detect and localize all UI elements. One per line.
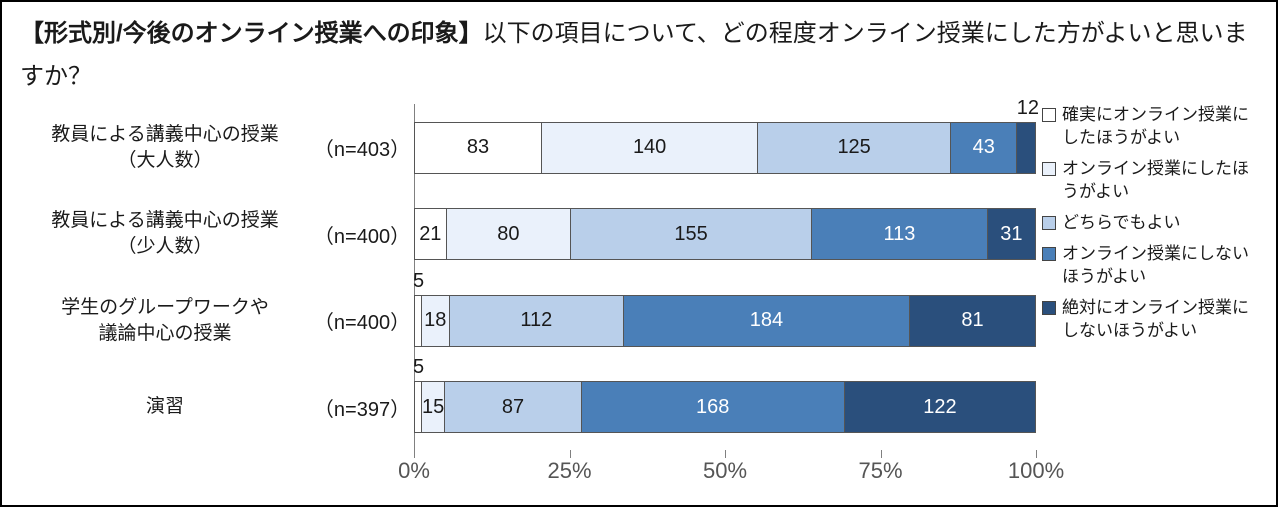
- legend-item: 絶対にオンライン授業にしないほうがよい: [1042, 297, 1258, 343]
- bar-segment: 83: [414, 122, 542, 174]
- legend-label: オンライン授業にしないほうがよい: [1062, 243, 1258, 289]
- bar-segment: 155: [571, 208, 812, 260]
- bar-segment: 31: [988, 208, 1036, 260]
- legend-swatch: [1042, 216, 1056, 230]
- stacked-bar: 51811218481: [414, 295, 1036, 347]
- legend-swatch: [1042, 108, 1056, 122]
- stacked-bar: 51587168122: [414, 381, 1036, 433]
- category-label-text: 演習: [20, 394, 310, 420]
- legend-label: オンライン授業にしたほうがよい: [1062, 158, 1258, 204]
- x-tick-label: 25%: [547, 458, 591, 484]
- bar-segment: 112: [450, 295, 624, 347]
- bar-segment: 21: [414, 208, 447, 260]
- bar-segment: 87: [445, 381, 581, 433]
- bar-segment: 140: [542, 122, 758, 174]
- category-label: 学生のグループワークや議論中心の授業: [20, 277, 310, 364]
- n-label: （n=403）: [310, 104, 414, 191]
- title-bracket: 【形式別/今後のオンライン授業への印象】: [20, 20, 483, 47]
- bar-segment: 15: [422, 381, 446, 433]
- chart-frame: 【形式別/今後のオンライン授業への印象】以下の項目について、どの程度オンライン授…: [0, 0, 1278, 507]
- bar-value-overflow: 12: [1017, 97, 1039, 120]
- legend-swatch: [1042, 301, 1056, 315]
- bar-segment: 5: [414, 381, 422, 433]
- category-label: 教員による講義中心の授業（少人数）: [20, 191, 310, 278]
- bar-segment: 5: [414, 295, 422, 347]
- stacked-bar: 218015511331: [414, 208, 1036, 260]
- n-column: （n=403）（n=400）（n=400）（n=397）: [310, 104, 414, 484]
- bar-segment: 184: [624, 295, 910, 347]
- legend-item: 確実にオンライン授業にしたほうがよい: [1042, 104, 1258, 150]
- legend-item: オンライン授業にしたほうがよい: [1042, 158, 1258, 204]
- category-label: 教員による講義中心の授業（大人数）: [20, 104, 310, 191]
- x-tick-label: 0%: [398, 458, 430, 484]
- bar-segment: 168: [582, 381, 845, 433]
- legend-label: どちらでもよい: [1062, 212, 1258, 235]
- legend-swatch: [1042, 247, 1056, 261]
- bar-segment: 125: [758, 122, 951, 174]
- legend: 確実にオンライン授業にしたほうがよいオンライン授業にしたほうがよいどちらでもよい…: [1036, 104, 1258, 484]
- legend-item: どちらでもよい: [1042, 212, 1258, 235]
- bar-segment: 18: [422, 295, 450, 347]
- bar-segment: 80: [447, 208, 571, 260]
- bar-value-overflow: 5: [413, 270, 424, 293]
- chart-area: 教員による講義中心の授業（大人数） 教員による講義中心の授業（少人数） 学生のグルー…: [20, 104, 1258, 484]
- category-label-text: 教員による講義中心の授業（大人数）: [20, 122, 310, 173]
- category-label-text: 学生のグループワークや議論中心の授業: [20, 295, 310, 346]
- category-label: 演習: [20, 364, 310, 451]
- category-label-text: 教員による講義中心の授業（少人数）: [20, 208, 310, 259]
- plot-column: 8314012543122180155113315181121848151587…: [414, 104, 1036, 484]
- bar-segment: 12: [1017, 122, 1036, 174]
- x-tick-label: 50%: [703, 458, 747, 484]
- legend-label: 確実にオンライン授業にしたほうがよい: [1062, 104, 1258, 150]
- bar-row: 51587168122: [414, 364, 1036, 451]
- n-label: （n=397）: [310, 364, 414, 451]
- chart-title: 【形式別/今後のオンライン授業への印象】以下の項目について、どの程度オンライン授…: [20, 12, 1258, 98]
- plot-rows: 8314012543122180155113315181121848151587…: [414, 104, 1036, 450]
- bar-value-overflow: 5: [413, 356, 424, 379]
- x-axis-labels: 0%25%50%75%100%: [414, 450, 1036, 484]
- legend-label: 絶対にオンライン授業にしないほうがよい: [1062, 297, 1258, 343]
- legend-item: オンライン授業にしないほうがよい: [1042, 243, 1258, 289]
- bar-segment: 81: [910, 295, 1036, 347]
- stacked-bar: 831401254312: [414, 122, 1036, 174]
- x-tick-label: 75%: [858, 458, 902, 484]
- bar-segment: 122: [845, 381, 1036, 433]
- bar-row: 51811218481: [414, 277, 1036, 364]
- category-labels-column: 教員による講義中心の授業（大人数） 教員による講義中心の授業（少人数） 学生のグルー…: [20, 104, 310, 484]
- legend-swatch: [1042, 162, 1056, 176]
- bar-row: 218015511331: [414, 191, 1036, 278]
- n-label: （n=400）: [310, 277, 414, 364]
- bar-segment: 43: [951, 122, 1017, 174]
- n-label: （n=400）: [310, 191, 414, 278]
- bar-row: 831401254312: [414, 104, 1036, 191]
- x-tick-label: 100%: [1008, 458, 1064, 484]
- bar-segment: 113: [812, 208, 988, 260]
